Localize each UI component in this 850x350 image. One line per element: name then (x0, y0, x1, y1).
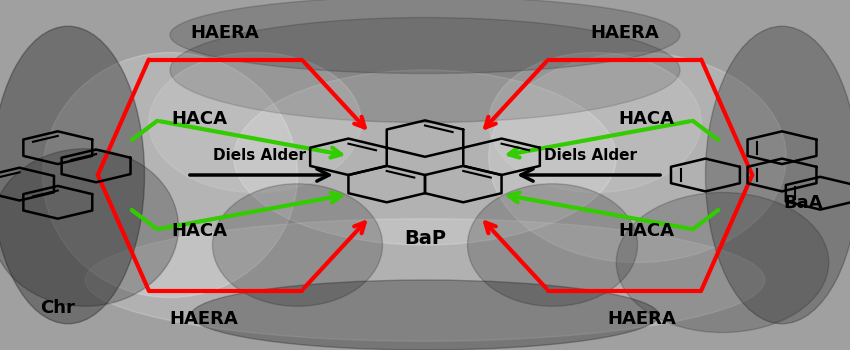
Text: HAERA: HAERA (170, 309, 238, 328)
Ellipse shape (42, 52, 298, 298)
Ellipse shape (212, 184, 382, 306)
Ellipse shape (489, 52, 786, 262)
Ellipse shape (489, 52, 701, 192)
Ellipse shape (170, 0, 680, 74)
Text: HAERA: HAERA (191, 24, 259, 42)
Text: BaP: BaP (404, 229, 446, 248)
Ellipse shape (149, 52, 361, 192)
Ellipse shape (234, 70, 616, 245)
Text: HAERA: HAERA (591, 24, 659, 42)
Text: BaA: BaA (784, 194, 823, 212)
Text: HACA: HACA (172, 222, 228, 240)
Ellipse shape (468, 184, 638, 306)
Text: Diels Alder: Diels Alder (212, 148, 306, 163)
Ellipse shape (616, 193, 829, 332)
Ellipse shape (85, 219, 765, 341)
Ellipse shape (0, 149, 178, 306)
Ellipse shape (706, 26, 850, 324)
Text: HACA: HACA (618, 222, 674, 240)
Text: HACA: HACA (172, 110, 228, 128)
Text: HACA: HACA (618, 110, 674, 128)
Text: Chr: Chr (40, 299, 76, 317)
Text: HAERA: HAERA (608, 309, 676, 328)
Text: Diels Alder: Diels Alder (544, 148, 638, 163)
Ellipse shape (191, 280, 659, 350)
Ellipse shape (170, 18, 680, 122)
Ellipse shape (0, 26, 144, 324)
